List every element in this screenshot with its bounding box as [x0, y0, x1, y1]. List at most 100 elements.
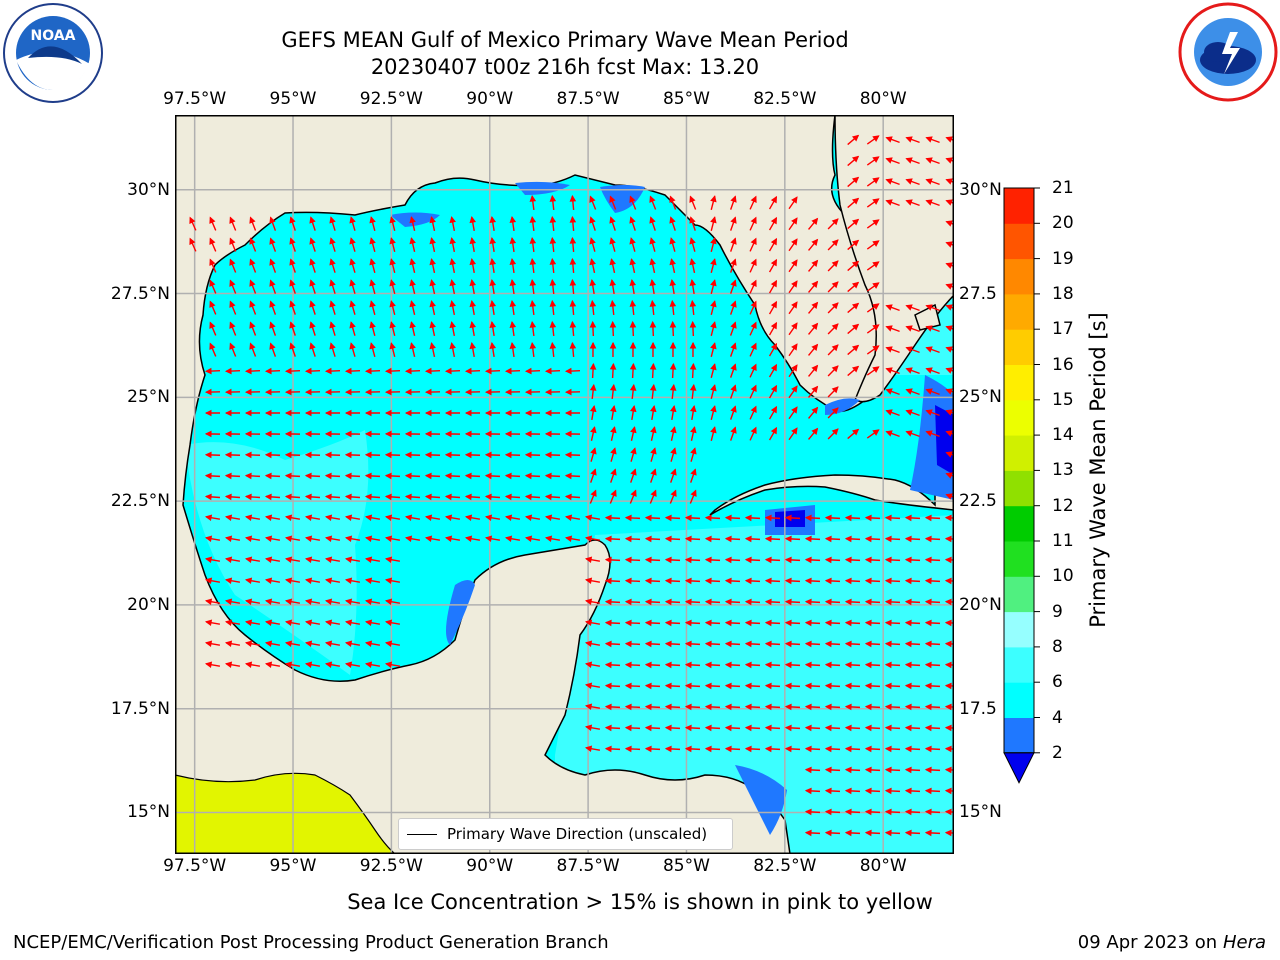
sea-ice-note: Sea Ice Concentration > 15% is shown in … — [347, 890, 933, 914]
wave-arrow — [866, 366, 880, 376]
wave-arrow — [669, 404, 677, 421]
nws-logo — [1178, 2, 1278, 102]
wave-arrow — [509, 341, 517, 358]
wave-arrow — [229, 279, 237, 294]
wave-arrow — [629, 237, 636, 252]
wave-arrow — [424, 493, 441, 501]
wave-arrow — [730, 300, 737, 315]
wave-arrow — [644, 640, 661, 648]
wave-arrow — [924, 514, 941, 522]
wave-arrow — [289, 342, 296, 357]
wave-arrow — [827, 407, 839, 419]
wave-arrow — [844, 703, 861, 711]
wave-arrow — [409, 300, 416, 315]
wave-arrow — [768, 384, 778, 399]
wave-arrow — [864, 724, 881, 732]
wave-arrow — [864, 766, 881, 774]
wave-arrow — [704, 682, 721, 690]
wave-arrow — [824, 703, 841, 711]
wave-arrow — [844, 598, 861, 606]
wave-arrow — [505, 535, 521, 542]
wave-arrow — [764, 514, 781, 522]
wave-arrow — [269, 321, 277, 336]
wave-arrow — [309, 279, 316, 294]
wave-arrow — [904, 535, 921, 543]
wave-arrow — [710, 426, 717, 441]
wave-arrow — [905, 430, 920, 438]
wave-arrow — [344, 388, 361, 396]
wave-arrow — [544, 367, 561, 375]
wave-arrow — [610, 447, 617, 462]
colorbar-tick-label: 8 — [1052, 636, 1063, 657]
wave-arrow — [509, 299, 517, 316]
top-tick-label: 82.5°W — [753, 89, 817, 109]
wave-arrow — [724, 703, 741, 711]
wave-arrow — [249, 279, 257, 294]
wave-arrow — [925, 157, 940, 165]
wave-arrow — [624, 556, 641, 564]
wave-arrow — [844, 682, 861, 690]
wave-arrow — [329, 279, 336, 294]
wave-arrow — [730, 258, 737, 273]
wave-arrow — [704, 535, 721, 543]
wave-arrow — [689, 383, 697, 400]
wave-arrow — [664, 724, 681, 732]
wave-arrow — [385, 514, 401, 521]
wave-arrow — [449, 237, 456, 253]
wave-arrow — [389, 342, 396, 357]
wave-arrow — [245, 514, 261, 521]
wave-arrow — [304, 493, 321, 501]
wave-arrow — [585, 577, 601, 584]
wave-arrow — [844, 745, 861, 753]
wave-arrow — [444, 493, 461, 501]
wave-arrow — [209, 342, 217, 357]
wave-arrow — [844, 640, 861, 648]
wave-arrow — [329, 300, 336, 315]
wave-arrow — [265, 514, 281, 521]
wave-arrow — [365, 556, 381, 563]
wave-arrow — [924, 766, 941, 774]
wave-arrow — [788, 427, 798, 441]
wave-arrow — [289, 321, 296, 336]
wave-arrow — [749, 195, 757, 210]
colorbar-segment — [1004, 470, 1034, 507]
wave-arrow — [904, 661, 921, 669]
wave-arrow — [704, 514, 721, 522]
wave-arrow — [509, 236, 517, 253]
wave-arrow — [624, 661, 641, 669]
wave-arrow — [305, 598, 321, 605]
wave-arrow — [804, 682, 821, 690]
wave-arrow — [784, 598, 801, 606]
wave-arrow — [664, 640, 681, 648]
wave-arrow — [345, 577, 361, 584]
wave-arrow — [644, 703, 661, 711]
wave-arrow — [369, 321, 376, 336]
wave-arrow — [690, 447, 697, 462]
wave-arrow — [784, 619, 801, 627]
wave-arrow — [604, 682, 621, 690]
wave-arrow — [284, 472, 301, 480]
wave-arrow — [847, 344, 860, 356]
wave-arrow — [409, 321, 416, 336]
wave-arrow — [690, 426, 697, 441]
wave-arrow — [689, 489, 697, 504]
wave-arrow — [345, 514, 361, 521]
wave-arrow — [225, 535, 241, 542]
wave-arrow — [585, 556, 601, 563]
wave-arrow — [744, 514, 761, 522]
bottom-tick-label: 95°W — [269, 856, 317, 876]
wave-arrow — [749, 279, 757, 294]
wave-arrow — [684, 598, 701, 606]
wave-arrow — [904, 787, 921, 795]
wave-arrow — [585, 514, 601, 521]
wave-arrow — [309, 342, 316, 357]
wave-arrow — [604, 556, 621, 564]
wave-arrow — [925, 136, 940, 144]
wave-arrow — [866, 240, 880, 250]
wave-arrow — [464, 493, 481, 501]
bottom-tick-label: 82.5°W — [753, 856, 817, 876]
wave-arrow — [445, 535, 461, 542]
wave-arrow — [449, 216, 456, 232]
wave-arrow — [768, 342, 778, 357]
wave-arrow — [649, 320, 657, 337]
